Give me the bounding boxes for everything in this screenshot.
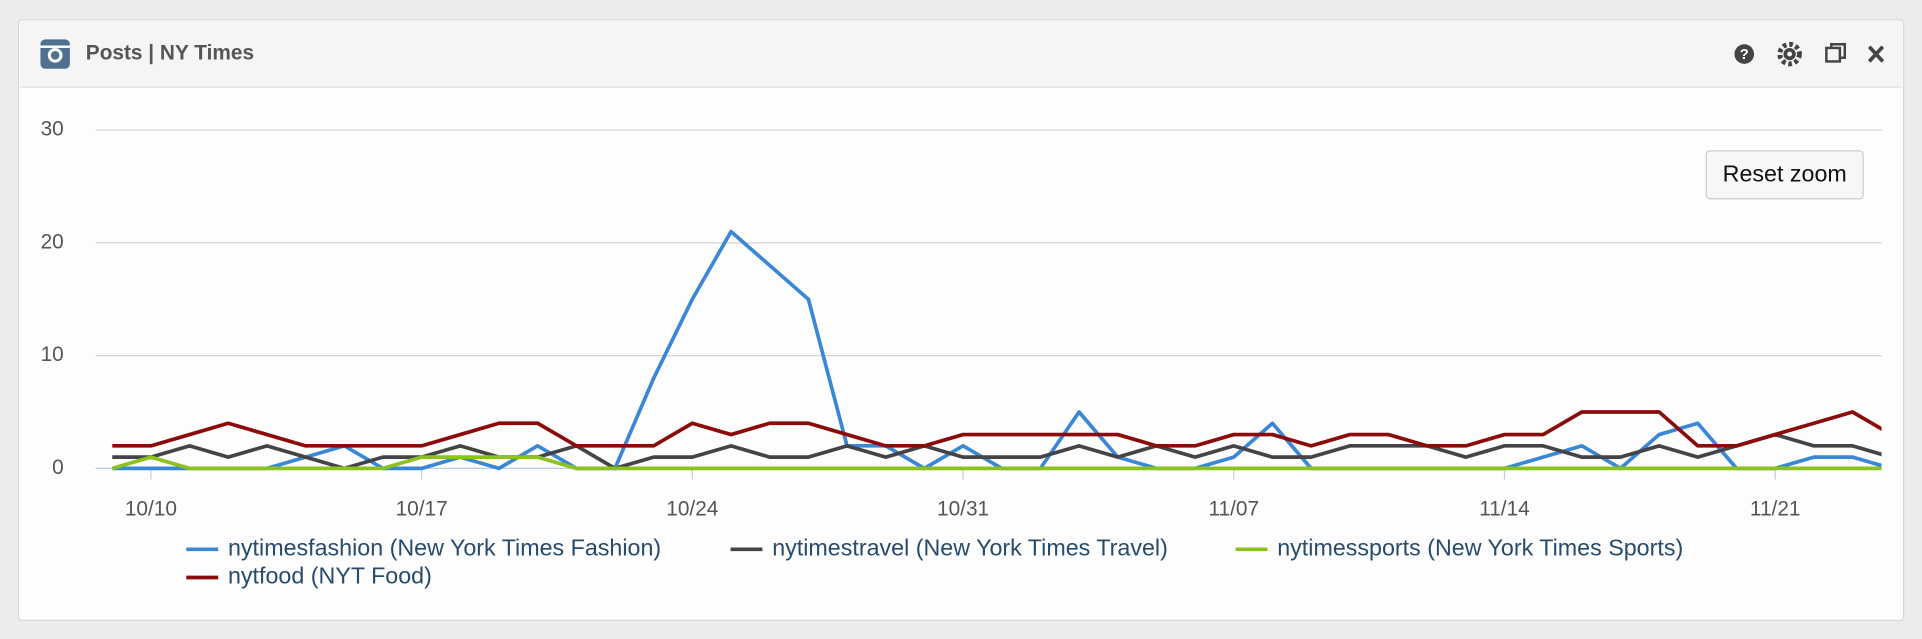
legend-item[interactable]: nytimessports (New York Times Sports)	[1235, 534, 1684, 560]
panel-title: Posts | NY Times	[86, 42, 254, 65]
legend-item[interactable]: nytimestravel (New York Times Travel)	[730, 534, 1168, 560]
x-tick-label: 11/21	[1750, 498, 1801, 521]
x-tick-label: 10/31	[937, 498, 989, 521]
settings-icon[interactable]	[1777, 41, 1802, 67]
x-tick-label: 10/17	[396, 498, 448, 521]
y-tick-label: 10	[41, 343, 64, 366]
svg-text:?: ?	[1740, 47, 1749, 63]
panel-header	[19, 20, 1903, 88]
legend-label: nytimestravel (New York Times Travel)	[772, 534, 1168, 560]
series-line	[111, 455, 1882, 471]
camera-icon	[40, 39, 70, 69]
y-tick-label: 30	[41, 118, 64, 141]
legend-label: nytimessports (New York Times Sports)	[1277, 534, 1683, 560]
close-icon[interactable]	[1867, 45, 1885, 63]
x-tick-label: 11/14	[1479, 498, 1530, 521]
legend-label: nytfood (NYT Food)	[228, 563, 432, 589]
y-tick-label: 0	[52, 456, 64, 479]
x-tick-label: 11/07	[1208, 498, 1259, 521]
y-tick-label: 20	[41, 230, 64, 253]
panel	[17, 19, 1905, 621]
x-tick-label: 10/10	[125, 498, 177, 521]
popout-icon[interactable]	[1825, 43, 1847, 63]
help-icon[interactable]: ?	[1734, 44, 1755, 64]
legend-item[interactable]: nytimesfashion (New York Times Fashion)	[186, 534, 661, 560]
reset-zoom-button[interactable]: Reset zoom	[1705, 150, 1864, 200]
button-label[interactable]: Reset zoom	[1723, 161, 1847, 187]
legend-label: nytimesfashion (New York Times Fashion)	[228, 534, 661, 560]
series-line	[112, 410, 1882, 448]
legend-item[interactable]: nytfood (NYT Food)	[186, 563, 432, 589]
series-line	[112, 432, 1882, 471]
x-tick-label: 10/24	[666, 498, 718, 521]
